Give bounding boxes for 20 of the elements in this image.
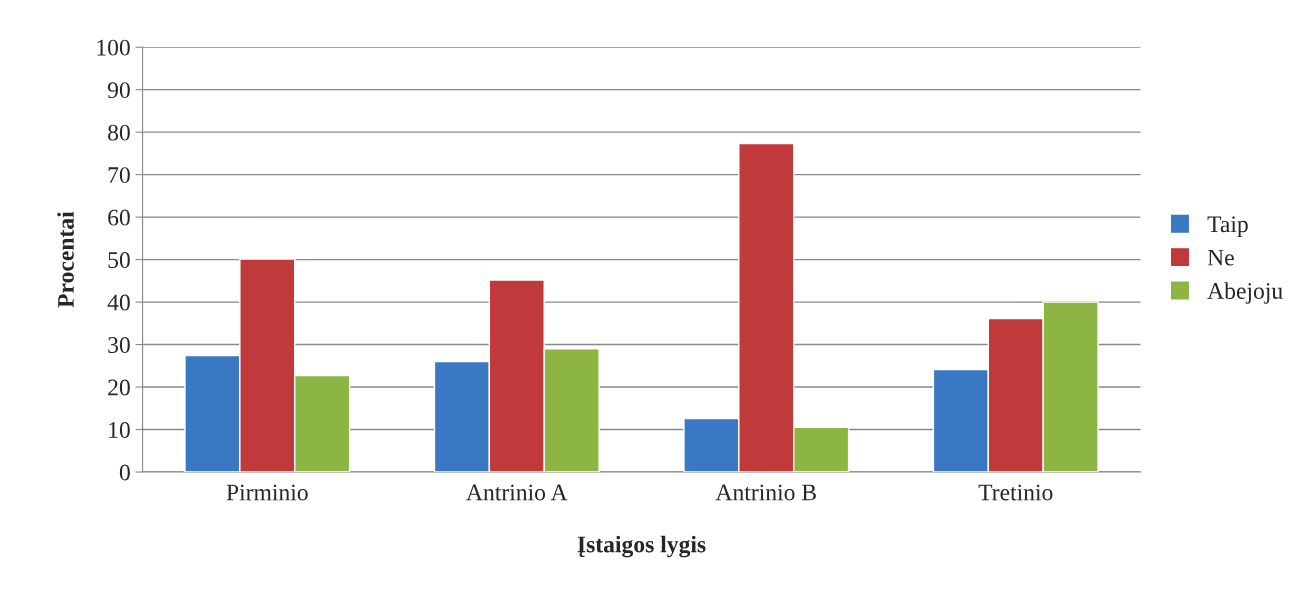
y-tick-label: 20 (108, 379, 130, 396)
x-axis-title: Įstaigos lygis (577, 535, 706, 558)
legend-label: Ne (1207, 249, 1234, 266)
y-tick-label: 30 (108, 337, 130, 353)
x-tick-label: Tretinio (978, 484, 1053, 501)
legend-label: Taip (1207, 216, 1248, 238)
y-axis-title: Procentai (57, 211, 74, 308)
y-tick-label: 10 (109, 422, 130, 438)
y-tick-label: 0 (119, 464, 130, 481)
y-tick-label: 70 (108, 167, 130, 184)
x-tick-label: Antrinio A (466, 484, 568, 501)
y-tick-label: 90 (107, 82, 130, 99)
y-tick-label: 50 (108, 252, 130, 269)
y-tick-label: 80 (108, 124, 130, 141)
y-tick-label: 100 (97, 39, 130, 56)
y-tick-label: 40 (107, 294, 130, 311)
y-tick-label: 60 (108, 209, 130, 226)
legend-label: Abejoju (1207, 282, 1283, 304)
x-tick-label: Pirminio (226, 484, 308, 501)
x-tick-label: Antrinio B (715, 484, 816, 501)
